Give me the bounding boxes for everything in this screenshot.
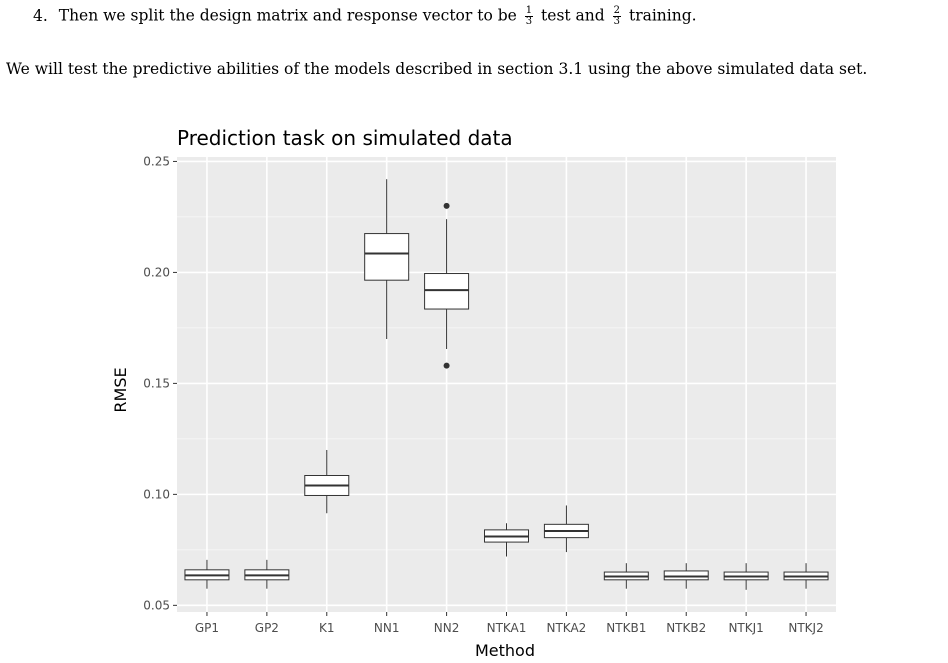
box-k1 bbox=[304, 449, 350, 514]
x-tick-label: K1 bbox=[319, 621, 335, 635]
x-axis-label: Method bbox=[475, 641, 535, 660]
x-tick-label: GP2 bbox=[255, 621, 279, 635]
x-tick-label: NTKA2 bbox=[547, 621, 587, 635]
x-tick-label: GP1 bbox=[195, 621, 219, 635]
list-item-4: 4. Then we split the design matrix and r… bbox=[33, 6, 697, 27]
box-ntka2 bbox=[543, 505, 589, 553]
box-ntkb1 bbox=[603, 563, 649, 589]
x-tick-label: NTKB2 bbox=[666, 621, 706, 635]
y-tick-label: 0.10 bbox=[143, 487, 170, 501]
box-ntka1 bbox=[484, 523, 529, 557]
box-ntkb2 bbox=[663, 563, 709, 589]
fraction-numerator: 2 bbox=[612, 5, 622, 17]
x-tick-label: NTKA1 bbox=[487, 621, 527, 635]
fraction-denominator: 3 bbox=[613, 16, 621, 27]
y-axis: 0.05 0.10 0.15 0.20 0.25 bbox=[143, 154, 177, 612]
y-tick-label: 0.25 bbox=[143, 154, 170, 168]
x-tick-label: NTKJ1 bbox=[728, 621, 763, 635]
list-text-mid: test and bbox=[541, 6, 605, 25]
list-text-after: training. bbox=[628, 6, 697, 25]
box-gp2 bbox=[244, 559, 290, 589]
box-series bbox=[184, 179, 829, 590]
x-axis: GP1 GP2 K1 NN1 NN2 NTKA1 NTKA2 NTKB1 NTKB2 NTKJ1 N… bbox=[195, 612, 824, 635]
iqr-box bbox=[364, 233, 410, 281]
box-ntkj1 bbox=[723, 563, 769, 590]
box-nn2 bbox=[424, 202, 470, 369]
list-number: 4. bbox=[33, 6, 48, 25]
fraction-numerator: 1 bbox=[524, 5, 534, 17]
y-tick-label: 0.20 bbox=[143, 265, 170, 279]
iqr-box bbox=[424, 273, 470, 310]
box-ntkj2 bbox=[783, 563, 829, 589]
y-tick-label: 0.15 bbox=[143, 376, 170, 390]
iqr-box bbox=[663, 570, 709, 581]
x-tick-label: NTKB1 bbox=[606, 621, 646, 635]
box-nn1 bbox=[364, 179, 410, 339]
fraction-denominator: 3 bbox=[525, 16, 533, 27]
outlier-point bbox=[443, 202, 450, 209]
body-paragraph: We will test the predictive abilities of… bbox=[6, 60, 868, 78]
y-tick-label: 0.05 bbox=[143, 598, 170, 612]
x-tick-label: NN1 bbox=[374, 621, 400, 635]
y-axis-label: RMSE bbox=[111, 367, 130, 412]
x-tick-label: NTKJ2 bbox=[788, 621, 823, 635]
chart-title: Prediction task on simulated data bbox=[177, 126, 513, 150]
box-gp1 bbox=[184, 559, 230, 589]
x-tick-label: NN2 bbox=[434, 621, 460, 635]
list-text-before: Then we split the design matrix and resp… bbox=[58, 6, 517, 25]
outlier-point bbox=[443, 362, 450, 369]
